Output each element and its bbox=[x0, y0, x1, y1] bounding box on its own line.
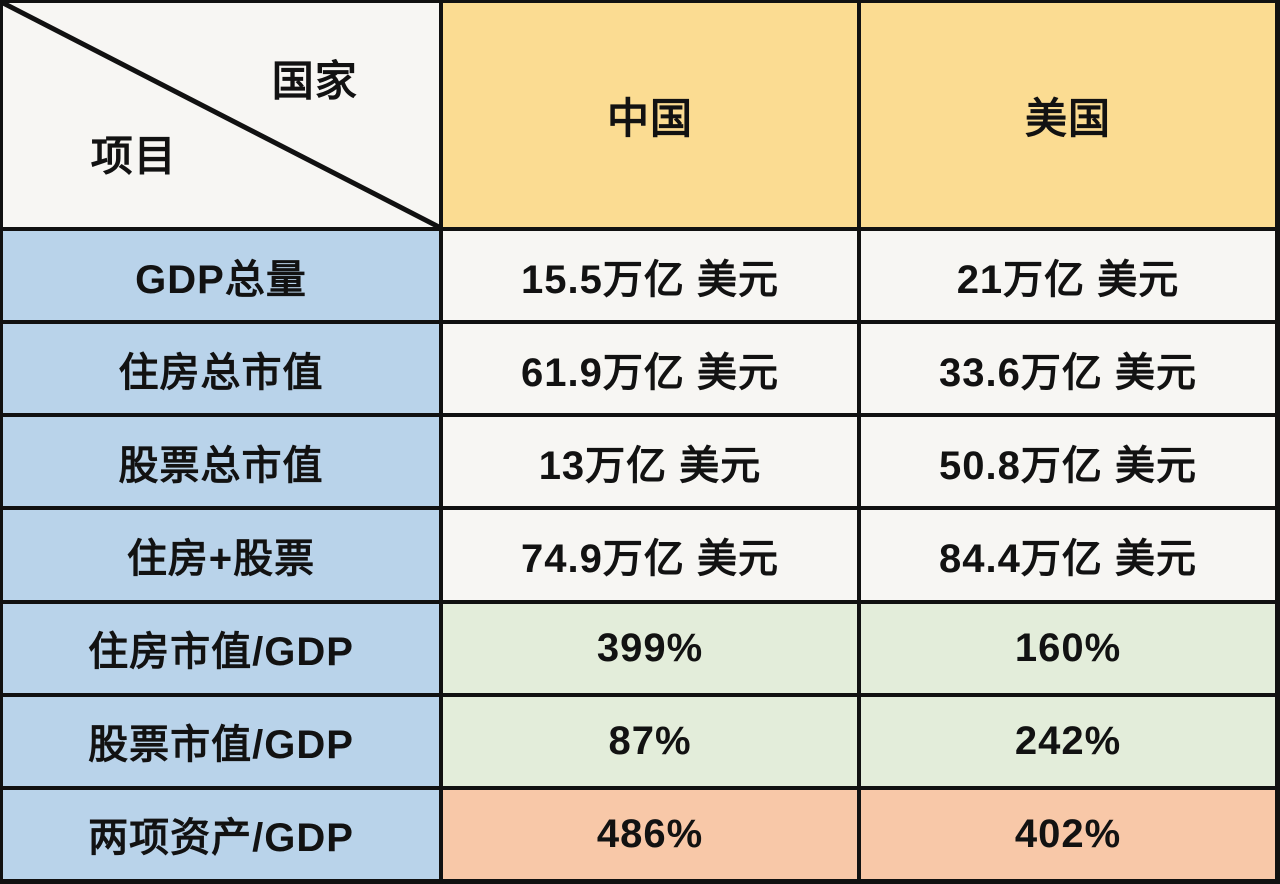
row-label-combined-to-gdp: 两项资产/GDP bbox=[3, 789, 439, 879]
row-label-housing-plus-stocks: 住房+股票 bbox=[3, 510, 439, 600]
value-stocks-usa: 50.8万亿 美元 bbox=[861, 417, 1275, 507]
value-combined-to-gdp-usa: 402% bbox=[861, 789, 1275, 879]
row-label-stocks-to-gdp: 股票市值/GDP bbox=[3, 696, 439, 786]
column-header-china: 中国 bbox=[443, 3, 857, 227]
value-stocks-china: 13万亿 美元 bbox=[443, 417, 857, 507]
value-housing-plus-stocks-usa: 84.4万亿 美元 bbox=[861, 510, 1275, 600]
value-stocks-to-gdp-usa: 242% bbox=[861, 696, 1275, 786]
row-label-housing-to-gdp: 住房市值/GDP bbox=[3, 603, 439, 693]
value-stocks-to-gdp-china: 87% bbox=[443, 696, 857, 786]
value-housing-usa: 33.6万亿 美元 bbox=[861, 324, 1275, 414]
row-label-gdp: GDP总量 bbox=[3, 231, 439, 321]
value-combined-to-gdp-china: 486% bbox=[443, 789, 857, 879]
corner-header-cell: 国家 项目 bbox=[3, 3, 439, 227]
value-housing-to-gdp-usa: 160% bbox=[861, 603, 1275, 693]
row-label-stocks: 股票总市值 bbox=[3, 417, 439, 507]
corner-label-item: 项目 bbox=[90, 132, 177, 180]
value-housing-to-gdp-china: 399% bbox=[443, 603, 857, 693]
column-header-usa: 美国 bbox=[861, 3, 1275, 227]
value-housing-china: 61.9万亿 美元 bbox=[443, 324, 857, 414]
row-label-housing: 住房总市值 bbox=[3, 324, 439, 414]
value-gdp-china: 15.5万亿 美元 bbox=[443, 231, 857, 321]
value-housing-plus-stocks-china: 74.9万亿 美元 bbox=[443, 510, 857, 600]
diagonal-divider-line bbox=[3, 3, 439, 227]
corner-label-country: 国家 bbox=[271, 57, 358, 105]
value-gdp-usa: 21万亿 美元 bbox=[861, 231, 1275, 321]
